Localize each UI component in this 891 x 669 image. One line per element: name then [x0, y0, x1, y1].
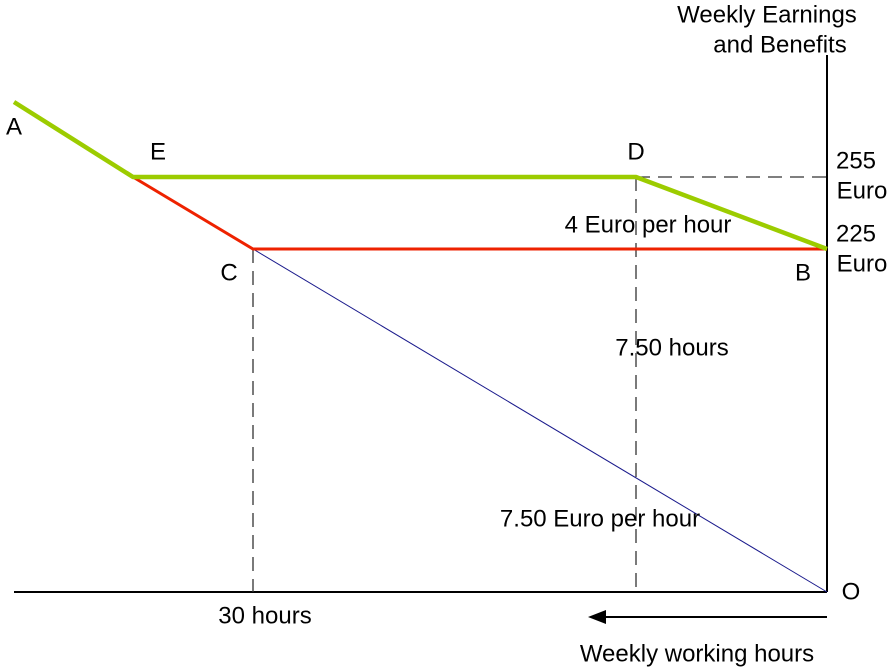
- benefit-line: [132, 175, 827, 251]
- point-label: B: [795, 259, 811, 286]
- x-title: Weekly working hours: [580, 640, 814, 667]
- point-label: D: [627, 138, 644, 165]
- new-budget-line: [12, 100, 828, 252]
- y-title: and Benefits: [713, 31, 846, 58]
- point-label: A: [6, 113, 22, 140]
- point-label: E: [150, 138, 166, 165]
- y-label: Euro: [837, 177, 888, 204]
- annotation: 7.50 hours: [615, 334, 728, 361]
- y-label: Euro: [837, 250, 888, 277]
- wage-line: [252, 248, 828, 593]
- y-label: 255: [836, 147, 876, 174]
- annotation: 4 Euro per hour: [565, 211, 732, 238]
- y-title: Weekly Earnings: [677, 1, 857, 28]
- point-label: C: [220, 259, 237, 286]
- arrow-head: [588, 610, 606, 624]
- y-label: 225: [836, 220, 876, 247]
- annotation: 30 hours: [218, 602, 311, 629]
- annotation: 7.50 Euro per hour: [500, 505, 700, 532]
- origin-label: O: [842, 578, 861, 605]
